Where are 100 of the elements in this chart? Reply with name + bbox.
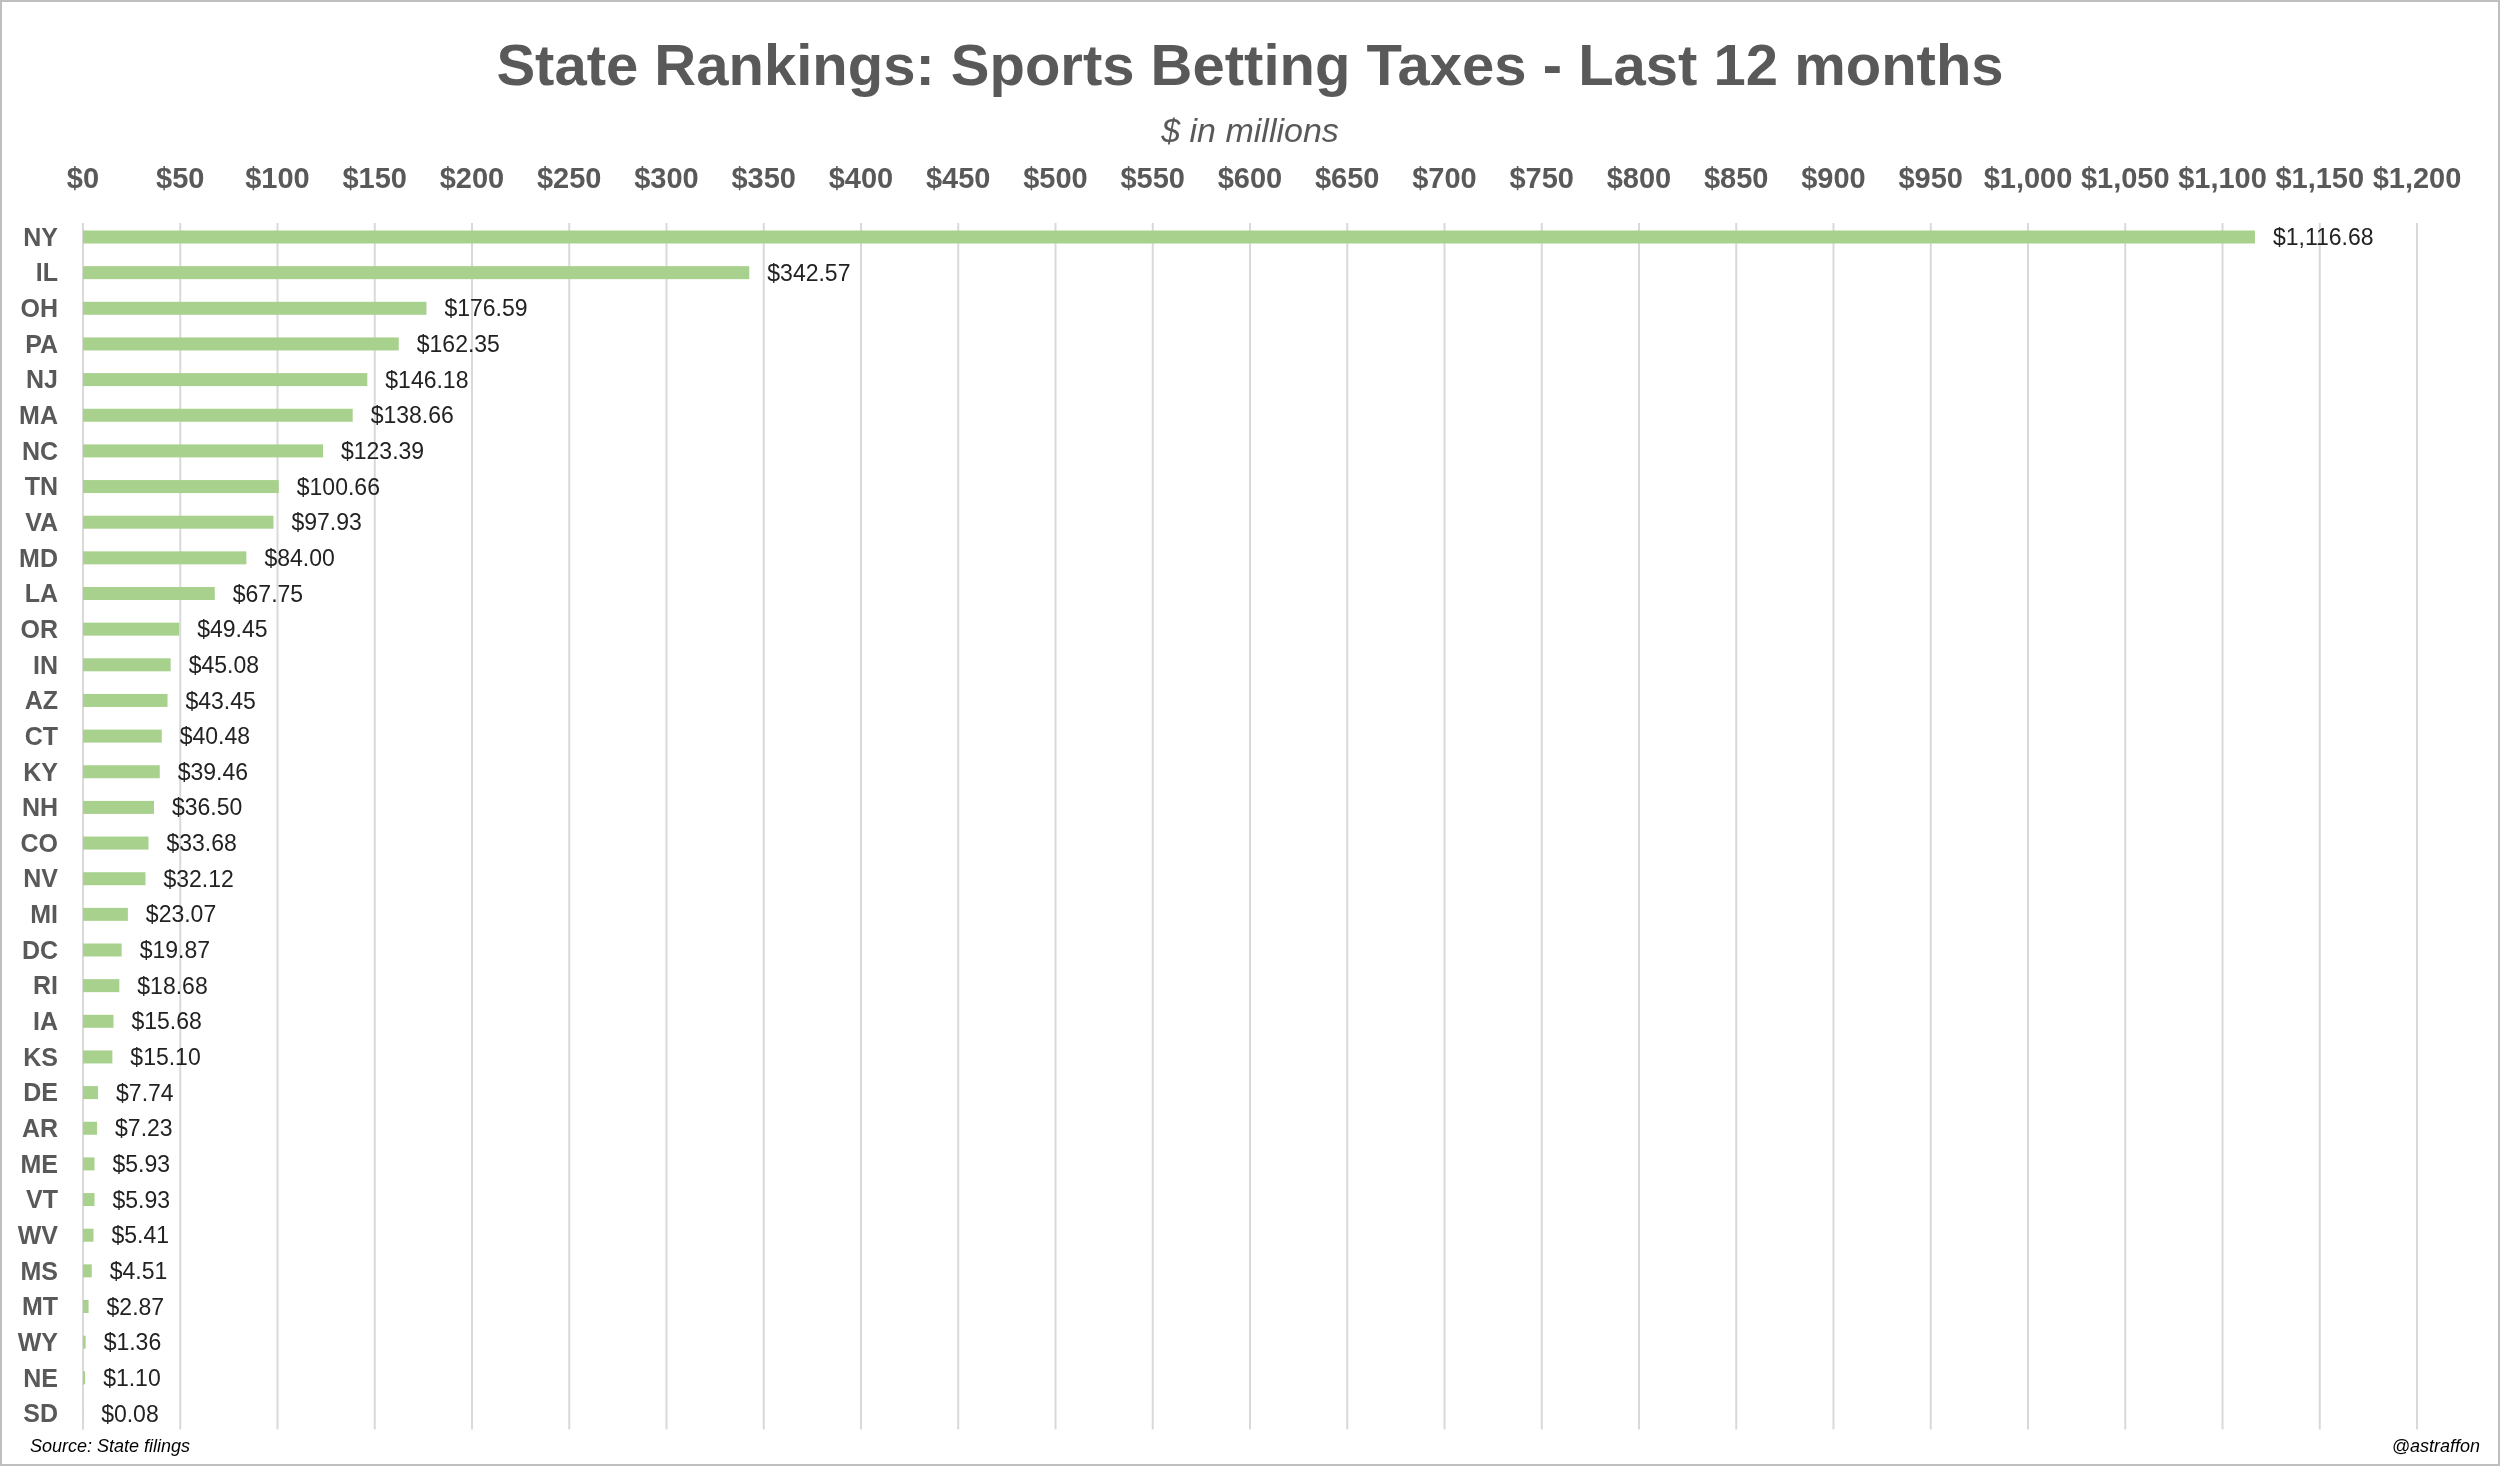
y-tick-label: LA (24, 579, 58, 608)
bar (83, 337, 399, 351)
data-label: $43.45 (185, 687, 256, 714)
bar (83, 1300, 89, 1313)
bar (83, 622, 180, 636)
x-tick-label: $700 (1412, 162, 1477, 194)
bar (83, 373, 368, 387)
data-label: $5.41 (111, 1222, 170, 1249)
data-label: $84.00 (264, 544, 335, 571)
y-tick-label: NE (23, 1363, 58, 1392)
bar (83, 943, 122, 957)
y-tick-label: ME (20, 1149, 58, 1178)
data-label: $40.48 (179, 723, 251, 750)
x-tick-label: $200 (439, 162, 505, 194)
bar (83, 1157, 95, 1171)
data-label: $5.93 (112, 1150, 171, 1177)
y-tick-label: PA (25, 329, 58, 358)
y-tick-label: NJ (26, 365, 58, 394)
y-tick-label: VA (25, 507, 58, 536)
bar (83, 800, 154, 814)
y-tick-label: WY (17, 1327, 59, 1356)
y-tick-label: MT (21, 1292, 58, 1321)
bar (83, 693, 168, 707)
data-label: $1.36 (103, 1329, 162, 1356)
bar (83, 907, 128, 921)
data-label: $7.23 (115, 1115, 173, 1142)
x-tick-label: $0 (66, 162, 100, 194)
data-label: $15.68 (131, 1008, 202, 1035)
bar (83, 836, 149, 850)
x-tick-label: $1,100 (2178, 162, 2267, 194)
bar (83, 1335, 86, 1349)
y-tick-label: WV (17, 1220, 59, 1249)
y-tick-label: NY (23, 222, 59, 251)
y-tick-label: OH (20, 294, 58, 323)
x-tick-label: $350 (731, 162, 797, 194)
data-label: $18.68 (137, 972, 208, 999)
y-tick-label: OR (20, 614, 58, 643)
x-tick-label: $750 (1509, 162, 1575, 194)
bar (83, 1121, 98, 1135)
x-tick-label: $300 (634, 162, 699, 194)
data-label: $123.39 (340, 437, 425, 464)
x-tick-label: $150 (342, 162, 408, 194)
chart-title: State Rankings: Sports Betting Taxes - Last 12 months (496, 32, 2004, 97)
bar (83, 515, 274, 529)
bar (83, 408, 353, 422)
data-label: $33.68 (166, 830, 237, 857)
y-tick-label: CT (24, 721, 58, 750)
x-tick-label: $1,150 (2275, 162, 2365, 194)
bar (83, 230, 2255, 244)
y-tick-label: AZ (24, 686, 58, 715)
y-tick-label: KY (23, 757, 59, 786)
chart-subtitle: $ in millions (1160, 111, 1339, 149)
y-tick-label: AR (21, 1114, 58, 1142)
bar (83, 587, 215, 600)
bar (83, 1086, 99, 1100)
x-tick-label: $50 (156, 162, 205, 194)
bar (83, 1228, 94, 1242)
x-tick-label: $550 (1120, 162, 1186, 194)
bar (83, 1371, 86, 1385)
bar (83, 1264, 92, 1278)
y-tick-label: MI (30, 900, 58, 929)
x-tick-label: $400 (828, 162, 894, 194)
y-tick-label: DC (21, 935, 58, 964)
bar (83, 658, 171, 672)
y-tick-label: MS (20, 1256, 58, 1285)
y-tick-label: MD (19, 543, 58, 572)
y-tick-label: CO (20, 828, 58, 857)
data-label: $0.08 (101, 1400, 159, 1427)
x-tick-label: $850 (1703, 162, 1769, 194)
y-tick-label: NC (21, 436, 58, 465)
data-label: $5.93 (112, 1186, 171, 1213)
x-tick-label: $1,000 (1983, 162, 2073, 194)
x-tick-label: $900 (1801, 162, 1866, 194)
y-tick-label: IL (35, 258, 58, 287)
source-note: Source: State filings (30, 1436, 191, 1456)
data-label: $138.66 (370, 402, 454, 429)
y-tick-label: RI (33, 971, 58, 1000)
x-tick-label: $100 (245, 162, 310, 194)
bar (83, 266, 750, 280)
data-label: $1.10 (103, 1364, 161, 1391)
data-label: $19.87 (139, 937, 211, 964)
bar (83, 444, 323, 458)
x-tick-label: $600 (1217, 162, 1283, 194)
bar (83, 979, 120, 993)
data-label: $176.59 (444, 295, 528, 322)
y-tick-label: MA (19, 401, 58, 429)
x-tick-label: $1,200 (2372, 162, 2462, 194)
x-tick-label: $1,050 (2080, 162, 2170, 194)
data-label: $2.87 (106, 1293, 165, 1320)
data-label: $15.10 (130, 1044, 201, 1070)
data-label: $45.08 (188, 651, 260, 678)
data-label: $342.57 (767, 259, 851, 286)
y-tick-label: KS (23, 1042, 58, 1071)
data-label: $100.66 (296, 473, 380, 500)
bar (83, 1193, 95, 1207)
bar (83, 872, 146, 886)
data-label: $49.45 (197, 616, 268, 643)
data-label: $1,116.68 (2272, 224, 2374, 251)
data-label: $4.51 (109, 1257, 168, 1284)
x-tick-label: $450 (925, 162, 991, 194)
